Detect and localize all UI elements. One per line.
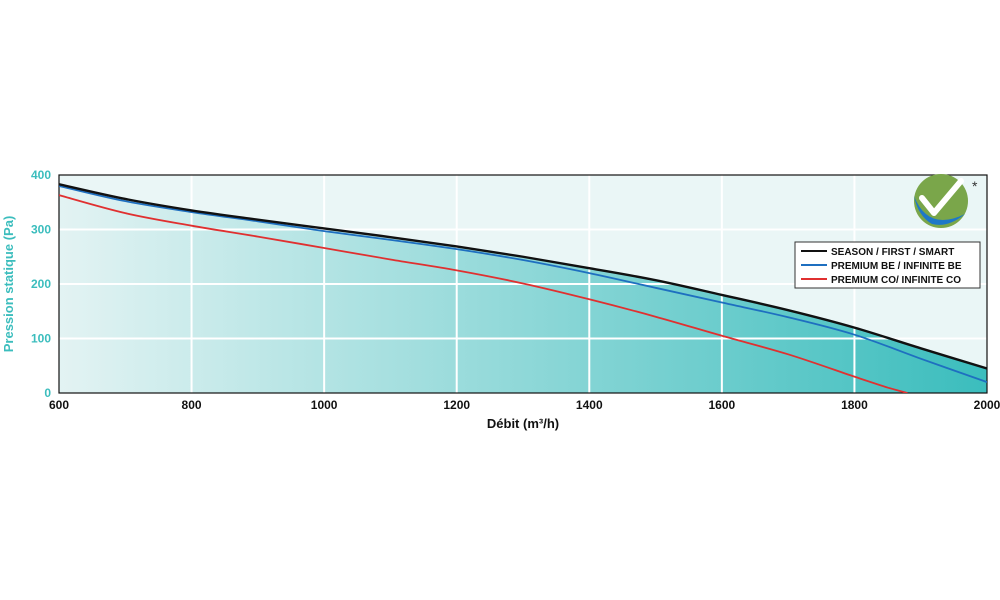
y-tick-label-0: 0 <box>44 386 51 400</box>
x-axis-title: Débit (m³/h) <box>487 416 559 431</box>
x-tick-label-7: 2000 <box>974 398 1000 412</box>
area-under-curve <box>59 184 987 393</box>
legend-label-0: SEASON / FIRST / SMART <box>831 247 954 258</box>
y-axis-ticks: 0 100 200 300 400 <box>31 168 51 400</box>
series-line-0 <box>59 183 987 370</box>
plot-frame <box>58 174 988 394</box>
x-tick-label-5: 1600 <box>709 398 736 412</box>
badge-asterisk: * <box>972 178 978 194</box>
legend-label-1: PREMIUM BE / INFINITE BE <box>831 261 962 272</box>
x-tick-label-0: 600 <box>49 398 69 412</box>
y-tick-label-4: 400 <box>31 168 51 182</box>
legend: SEASON / FIRST / SMART PREMIUM BE / INFI… <box>794 241 981 289</box>
series-lines <box>59 183 987 393</box>
y-tick-label-1: 100 <box>31 332 51 346</box>
y-tick-label-2: 200 <box>31 277 51 291</box>
y-axis-title: Pression statique (Pa) <box>1 216 16 353</box>
x-tick-label-3: 1200 <box>443 398 470 412</box>
legend-label-2: PREMIUM CO/ INFINITE CO <box>831 275 961 286</box>
series-line-1 <box>59 185 987 383</box>
x-tick-label-6: 1800 <box>841 398 868 412</box>
check-badge-icon: * <box>914 174 978 228</box>
x-tick-label-4: 1400 <box>576 398 603 412</box>
x-tick-label-2: 1000 <box>311 398 338 412</box>
series-line-2 <box>59 194 908 393</box>
x-tick-label-1: 800 <box>182 398 202 412</box>
x-axis-ticks: 600 800 1000 1200 1400 1600 1800 2000 <box>49 398 1000 412</box>
y-tick-label-3: 300 <box>31 223 51 237</box>
